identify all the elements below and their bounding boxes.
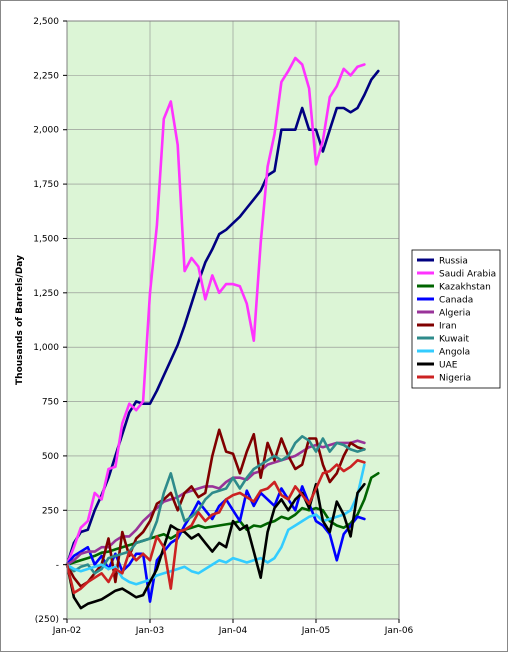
y-axis-ticks: 2,500 2,250 2,000 1,750 1,500 1,250 1,000 750 50… xyxy=(33,17,67,625)
x-tick-label: Jan-02 xyxy=(52,626,82,636)
legend-label-kazakhstan: Kazakhstan xyxy=(439,283,491,293)
y-tick-label: 1,250 xyxy=(33,289,59,299)
series-line-kuwait xyxy=(65,434,366,575)
y-tick-label: 2,500 xyxy=(33,17,59,27)
y-tick-label: 2,250 xyxy=(33,71,59,81)
y-tick-label: 1,500 xyxy=(33,234,59,244)
legend-label-angola: Angola xyxy=(439,348,470,358)
y-tick-label: 750 xyxy=(42,398,59,408)
legend-label-russia: Russia xyxy=(439,257,468,267)
y-tick-label: - xyxy=(56,561,59,571)
x-tick-label: Jan-05 xyxy=(301,626,331,636)
legend-label-algeria: Algeria xyxy=(439,309,471,319)
legend-label-canada: Canada xyxy=(439,296,473,306)
series-line-algeria xyxy=(65,439,366,566)
series-lines xyxy=(65,56,380,610)
legend-label-uae: UAE xyxy=(439,361,458,371)
y-tick-label: 250 xyxy=(42,506,59,516)
y-tick-label: 500 xyxy=(42,452,59,462)
x-tick-label: Jan-06 xyxy=(384,626,414,636)
series-line-iran xyxy=(65,428,366,588)
x-tick-label: Jan-03 xyxy=(135,626,165,636)
series-line-nigeria xyxy=(65,458,366,595)
legend-label-iran: Iran xyxy=(439,322,457,332)
y-tick-label: 1,000 xyxy=(33,343,59,353)
y-tick-label: (250) xyxy=(35,615,59,625)
series-line-saudi-arabia xyxy=(65,56,366,566)
legend-label-nigeria: Nigeria xyxy=(439,374,471,384)
legend-label-kuwait: Kuwait xyxy=(439,335,470,345)
x-tick-label: Jan-04 xyxy=(218,626,248,636)
y-tick-label: 1,750 xyxy=(33,180,59,190)
legend-label-saudi-arabia: Saudi Arabia xyxy=(439,270,496,280)
legend-entries: Russia Saudi Arabia Kazakhstan Canada Algeri… xyxy=(417,257,496,384)
y-tick-label: 2,000 xyxy=(33,126,59,136)
y-axis-title: Thousands of Barrels/Day xyxy=(15,255,25,385)
x-axis-ticks: Jan-02 Jan-03 Jan-04 Jan-05 Jan-06 xyxy=(52,619,414,636)
